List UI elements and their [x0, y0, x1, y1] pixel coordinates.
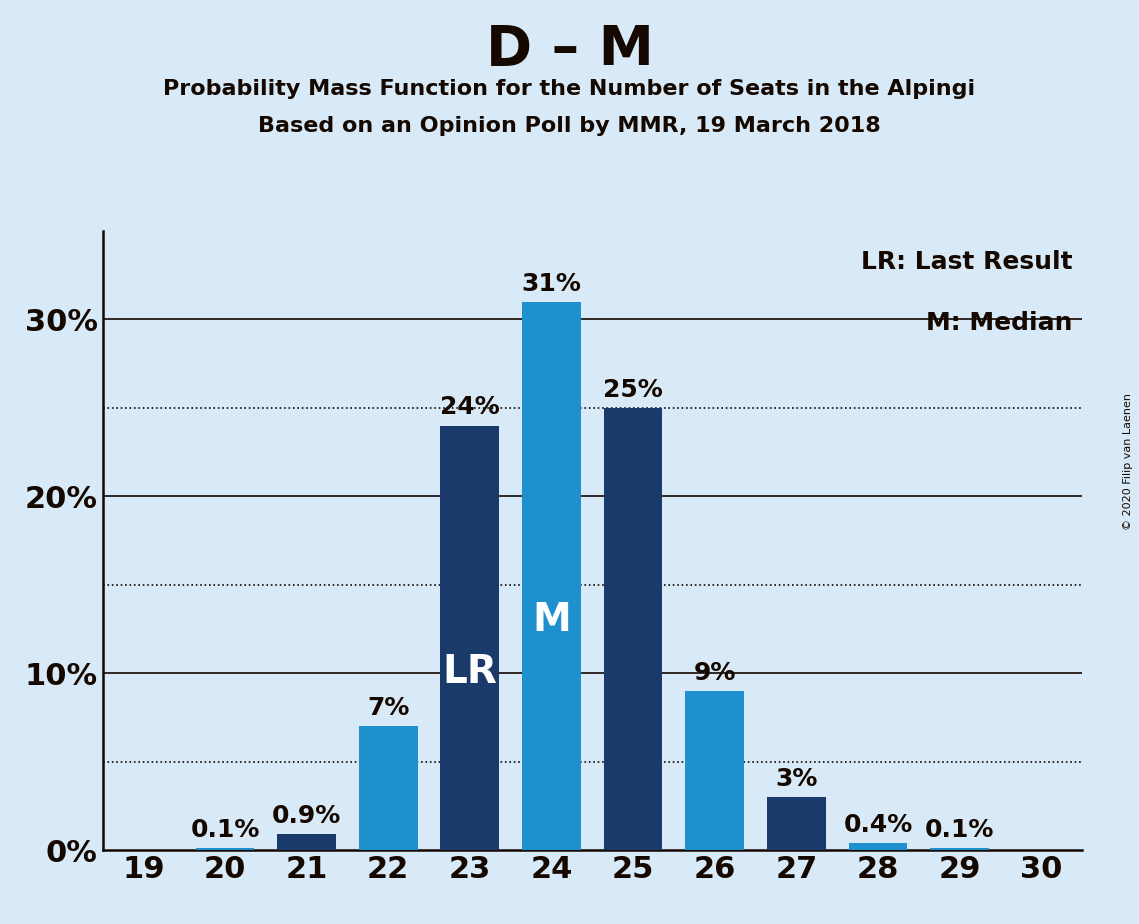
Text: 0.1%: 0.1% — [190, 818, 260, 842]
Bar — [196, 848, 254, 850]
Text: D – M: D – M — [485, 23, 654, 77]
Text: 7%: 7% — [367, 696, 409, 720]
Text: Probability Mass Function for the Number of Seats in the Alpingi: Probability Mass Function for the Number… — [163, 79, 976, 99]
Bar — [441, 426, 499, 850]
Bar — [522, 302, 581, 850]
Text: 31%: 31% — [522, 272, 581, 296]
Text: LR: LR — [442, 652, 498, 691]
Text: 25%: 25% — [604, 378, 663, 402]
Bar — [359, 726, 418, 850]
Text: © 2020 Filip van Laenen: © 2020 Filip van Laenen — [1123, 394, 1133, 530]
Text: 0.1%: 0.1% — [925, 818, 994, 842]
Bar — [931, 848, 989, 850]
Bar — [277, 834, 336, 850]
Text: Based on an Opinion Poll by MMR, 19 March 2018: Based on an Opinion Poll by MMR, 19 Marc… — [259, 116, 880, 136]
Bar — [767, 797, 826, 850]
Text: LR: Last Result: LR: Last Result — [861, 249, 1072, 274]
Bar — [686, 691, 744, 850]
Text: M: Median: M: Median — [926, 311, 1072, 335]
Text: 9%: 9% — [694, 661, 736, 685]
Text: 24%: 24% — [440, 395, 500, 419]
Bar — [604, 407, 663, 850]
Bar — [849, 843, 908, 850]
Text: 0.4%: 0.4% — [843, 813, 912, 837]
Text: M: M — [532, 601, 571, 638]
Text: 0.9%: 0.9% — [272, 804, 342, 828]
Text: 3%: 3% — [776, 767, 818, 791]
